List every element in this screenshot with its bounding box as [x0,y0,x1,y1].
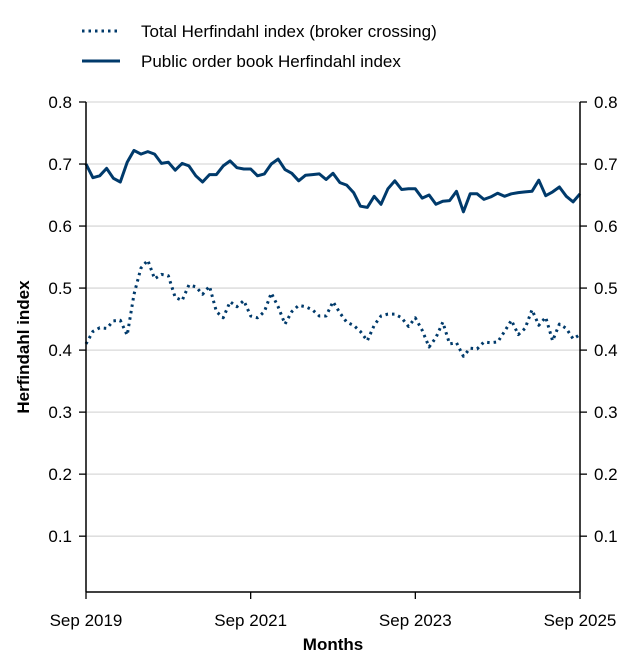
y-tick-label-left: 0.7 [48,155,72,174]
x-tick-label: Sep 2023 [379,611,452,630]
x-tick-label: Sep 2025 [544,611,617,630]
gridlines [86,101,580,537]
y-tick-label-right: 0.3 [594,403,618,422]
y-tick-label-left: 0.5 [48,279,72,298]
series-line-total-broker-crossing [84,258,581,358]
y-tick-label-left: 0.3 [48,403,72,422]
y-tick-label-right: 0.2 [594,465,618,484]
legend: Total Herfindahl index (broker crossing)… [82,22,437,71]
y-tick-label-right: 0.6 [594,217,618,236]
y-axis-title: Herfindahl index [14,280,33,414]
y-tick-label-right: 0.5 [594,279,618,298]
y-tick-label-left: 0.4 [48,341,72,360]
series-line-public-order-book [84,148,582,214]
legend-label-public: Public order book Herfindahl index [141,52,401,71]
x-axis-title: Months [303,635,363,654]
x-tick-label: Sep 2021 [214,611,287,630]
y-tick-label-right: 0.7 [594,155,618,174]
y-tick-label-right: 0.8 [594,93,618,112]
y-tick-label-right: 0.1 [594,527,618,546]
y-tick-label-left: 0.2 [48,465,72,484]
legend-label-total: Total Herfindahl index (broker crossing) [141,22,437,41]
y-tick-label-left: 0.6 [48,217,72,236]
y-tick-label-right: 0.4 [594,341,618,360]
y-tick-label-left: 0.8 [48,93,72,112]
series-lines [84,148,582,358]
x-tick-label: Sep 2019 [50,611,123,630]
axes: 0.1 0.1 0.2 0.2 0.3 0.3 0.4 0.4 0.5 0.5 0.6 0.6 0.7 0… [48,93,617,630]
y-tick-label-left: 0.1 [48,527,72,546]
